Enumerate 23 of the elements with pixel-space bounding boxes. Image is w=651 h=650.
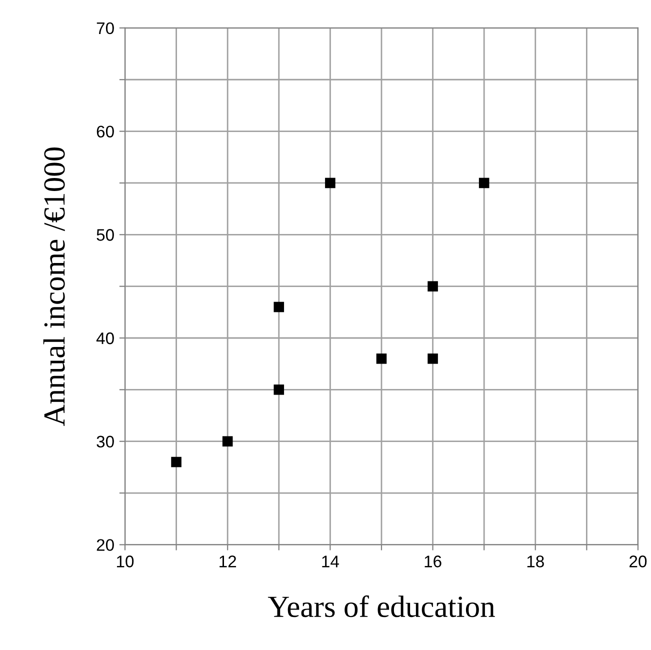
y-tick-label: 20 [96, 539, 114, 551]
y-tick-label: 50 [96, 229, 114, 241]
point [376, 354, 387, 364]
x-axis-title: Years of education [268, 595, 495, 618]
x-tick-label: 16 [424, 556, 442, 568]
x-tick-label: 14 [322, 556, 339, 568]
y-tick-label: 60 [96, 126, 114, 138]
point [478, 178, 490, 188]
y-axis-title: Annual income /€1000 [43, 147, 65, 426]
y-tick-label: 40 [96, 332, 114, 344]
point [171, 456, 182, 468]
y-tick-label: 70 [96, 22, 114, 34]
point [428, 281, 438, 292]
x-tick-label: 12 [220, 556, 236, 568]
point [222, 436, 233, 446]
x-tick-label: 18 [527, 556, 544, 568]
point [325, 178, 336, 188]
point [428, 354, 438, 364]
x-tick-label: 10 [116, 556, 134, 568]
x-tick-label: 20 [630, 556, 647, 568]
y-tick-label: 30 [96, 436, 114, 448]
point [274, 302, 284, 312]
point [274, 384, 284, 395]
